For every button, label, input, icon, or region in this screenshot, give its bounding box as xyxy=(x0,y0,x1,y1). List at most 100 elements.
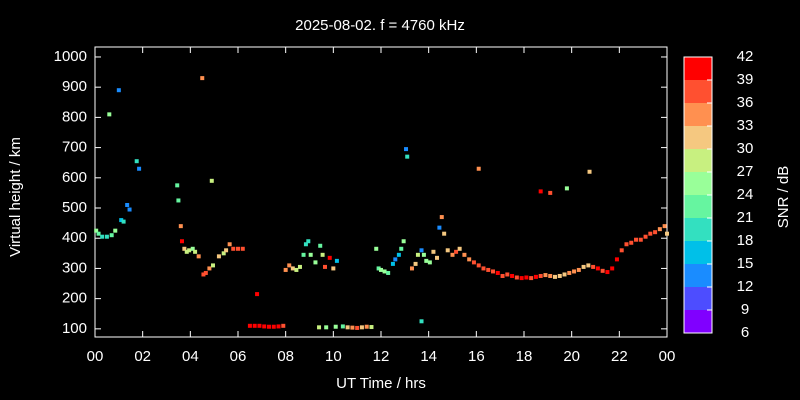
point xyxy=(462,252,467,257)
point xyxy=(399,246,404,251)
point xyxy=(419,248,424,253)
point xyxy=(327,255,332,260)
point xyxy=(442,231,447,236)
colorbar-tick-label: 33 xyxy=(737,117,754,134)
y-tick-label: 400 xyxy=(62,229,87,246)
point xyxy=(308,252,313,257)
point xyxy=(662,224,667,229)
point xyxy=(533,274,538,279)
point xyxy=(209,178,214,183)
point xyxy=(564,186,569,191)
point xyxy=(196,254,201,259)
point xyxy=(445,248,450,253)
point xyxy=(294,267,299,272)
point xyxy=(538,273,543,278)
point xyxy=(109,233,114,238)
x-tick-label: 18 xyxy=(516,348,533,365)
point xyxy=(382,269,387,274)
point xyxy=(638,237,643,242)
point xyxy=(431,249,436,254)
point xyxy=(548,190,553,195)
point xyxy=(207,266,212,271)
point xyxy=(614,257,619,262)
x-tick-label: 08 xyxy=(277,348,294,365)
colorbar-cell xyxy=(684,126,712,149)
colorbar-tick-label: 9 xyxy=(741,301,749,318)
point xyxy=(401,239,406,244)
point xyxy=(450,252,455,257)
point xyxy=(557,273,562,278)
point xyxy=(586,263,591,268)
point xyxy=(125,202,130,207)
point xyxy=(184,249,189,254)
point xyxy=(405,154,410,159)
point xyxy=(624,242,629,247)
point xyxy=(543,273,548,278)
plot-frame xyxy=(94,46,668,338)
point xyxy=(409,266,414,271)
colorbar-tick-label: 18 xyxy=(737,232,754,249)
point xyxy=(572,269,577,274)
point xyxy=(255,292,260,297)
point xyxy=(281,323,286,328)
point xyxy=(113,228,118,233)
point xyxy=(634,237,639,242)
point xyxy=(317,325,322,330)
point xyxy=(648,231,653,236)
point xyxy=(320,252,325,257)
point xyxy=(175,183,180,188)
point xyxy=(591,264,596,269)
point xyxy=(187,248,192,253)
point xyxy=(491,269,496,274)
point xyxy=(231,246,236,251)
point xyxy=(227,242,232,247)
point xyxy=(457,246,462,251)
point xyxy=(333,324,338,329)
point xyxy=(193,249,198,254)
y-tick-label: 800 xyxy=(62,108,87,125)
point xyxy=(134,159,139,164)
point xyxy=(324,325,329,330)
colorbar-tick-label: 24 xyxy=(737,186,754,203)
colorbar-tick-label: 39 xyxy=(737,71,754,88)
point xyxy=(179,239,184,244)
point xyxy=(303,242,308,247)
point xyxy=(514,275,519,280)
point xyxy=(318,243,323,248)
point xyxy=(104,234,109,239)
chart-title: 2025-08-02. f = 4760 kHz xyxy=(295,17,465,34)
colorbar-cell xyxy=(684,310,712,333)
point xyxy=(486,267,491,272)
x-tick-label: 20 xyxy=(563,348,580,365)
y-tick-label: 500 xyxy=(62,199,87,216)
point xyxy=(581,264,586,269)
colorbar-tick-label: 42 xyxy=(737,48,754,65)
point xyxy=(510,273,515,278)
point xyxy=(240,246,245,251)
point xyxy=(587,169,592,174)
point xyxy=(393,257,398,262)
colorbar-tick-label: 30 xyxy=(737,140,754,157)
point xyxy=(404,147,409,152)
point xyxy=(252,323,257,328)
x-tick-label: 00 xyxy=(87,348,104,365)
x-tick-label: 16 xyxy=(468,348,485,365)
point xyxy=(100,234,105,239)
point xyxy=(548,273,553,278)
point xyxy=(605,270,610,275)
point xyxy=(495,270,500,275)
point xyxy=(266,324,271,329)
y-tick-label: 200 xyxy=(62,290,87,307)
colorbar-tick-label: 36 xyxy=(737,94,754,111)
point xyxy=(524,275,529,280)
colorbar-label: SNR / dB xyxy=(775,166,792,229)
point xyxy=(595,266,600,271)
point xyxy=(301,252,306,257)
point xyxy=(190,246,195,251)
y-tick-label: 700 xyxy=(62,139,87,156)
colorbar-cell xyxy=(684,264,712,287)
colorbar-cell xyxy=(684,149,712,172)
colorbar-tick-label: 6 xyxy=(741,324,749,341)
point xyxy=(665,231,669,236)
point xyxy=(471,260,476,265)
